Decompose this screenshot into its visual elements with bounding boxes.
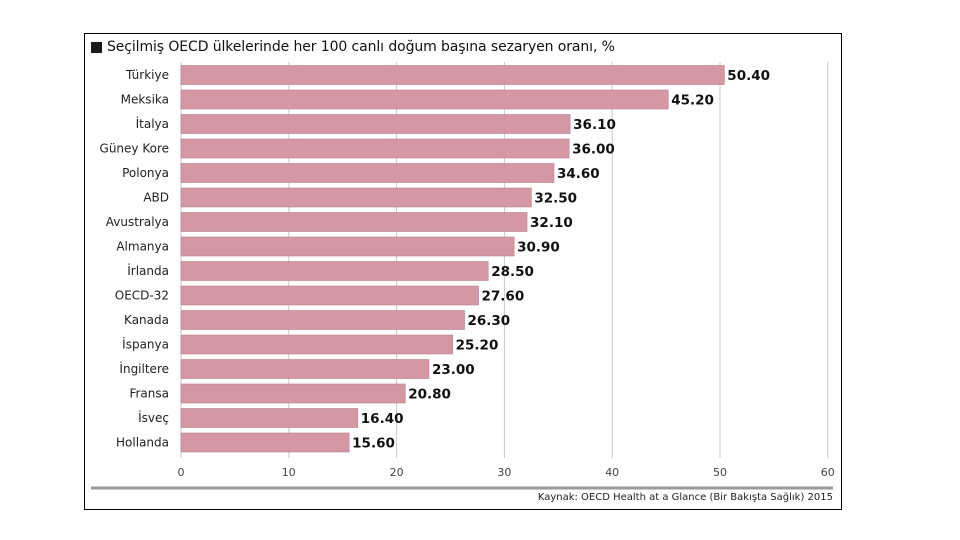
x-tick-label: 10 — [282, 466, 296, 479]
value-label: 50.40 — [727, 68, 770, 84]
bar — [180, 89, 669, 110]
bar — [180, 65, 725, 85]
category-label: İtalya — [136, 116, 169, 131]
value-label: 28.50 — [491, 264, 534, 280]
bar — [180, 408, 359, 428]
x-tick-label: 50 — [713, 466, 727, 479]
source-note: Kaynak: OECD Health at a Glance (Bir Bak… — [537, 492, 833, 503]
category-label: Almanya — [116, 240, 169, 254]
chart-title-row: Seçilmiş OECD ülkelerinde her 100 canlı … — [91, 37, 615, 57]
category-label: İspanya — [122, 337, 169, 352]
bar — [180, 163, 555, 183]
category-label: Hollanda — [116, 436, 169, 450]
value-label: 36.00 — [572, 142, 615, 158]
value-label: 20.80 — [408, 387, 451, 403]
x-tick-label: 60 — [821, 466, 835, 479]
bar — [180, 187, 532, 208]
value-label: 16.40 — [361, 411, 404, 427]
value-label: 25.20 — [456, 338, 499, 354]
bar — [180, 432, 350, 453]
bar-chart: Türkiye 50.40 Meksika 45.20 İtalya 36.10 Güney… — [91, 62, 835, 490]
bar — [180, 261, 489, 281]
value-label: 32.50 — [534, 191, 577, 207]
bar — [180, 285, 479, 306]
value-label: 32.10 — [530, 215, 573, 231]
chart-frame: Seçilmiş OECD ülkelerinde her 100 canlı … — [84, 33, 842, 510]
value-label: 23.00 — [432, 362, 475, 378]
category-label: Türkiye — [125, 68, 169, 82]
value-label: 45.20 — [671, 93, 714, 109]
category-label: ABD — [143, 191, 169, 205]
value-label: 30.90 — [517, 240, 560, 256]
category-label: Polonya — [122, 166, 169, 180]
value-label: 27.60 — [482, 289, 525, 305]
category-label: Fransa — [129, 387, 169, 401]
value-label: 34.60 — [557, 166, 600, 182]
x-tick-label: 20 — [390, 466, 404, 479]
x-tick-label: 40 — [605, 466, 619, 479]
category-label: İrlanda — [127, 263, 169, 278]
bar — [180, 212, 528, 232]
chart-title: Seçilmiş OECD ülkelerinde her 100 canlı … — [107, 39, 615, 55]
category-label: Avustralya — [106, 215, 169, 229]
category-label: Güney Kore — [100, 142, 169, 156]
title-square-icon — [91, 41, 102, 53]
x-tick-label: 0 — [178, 466, 185, 479]
category-label: Meksika — [121, 93, 169, 107]
category-label: İsveç — [138, 410, 169, 425]
value-label: 15.60 — [352, 436, 395, 452]
bar — [180, 310, 465, 330]
category-label: OECD-32 — [115, 289, 169, 303]
bar — [180, 114, 571, 134]
x-tick-label: 30 — [497, 466, 511, 479]
value-label: 36.10 — [573, 117, 616, 133]
bar — [180, 359, 430, 379]
category-label: Kanada — [124, 313, 169, 327]
bar — [180, 334, 453, 355]
bar — [180, 383, 406, 404]
bar — [180, 138, 570, 159]
value-label: 26.30 — [468, 313, 511, 329]
bar — [180, 236, 515, 257]
category-label: İngiltere — [119, 361, 169, 376]
